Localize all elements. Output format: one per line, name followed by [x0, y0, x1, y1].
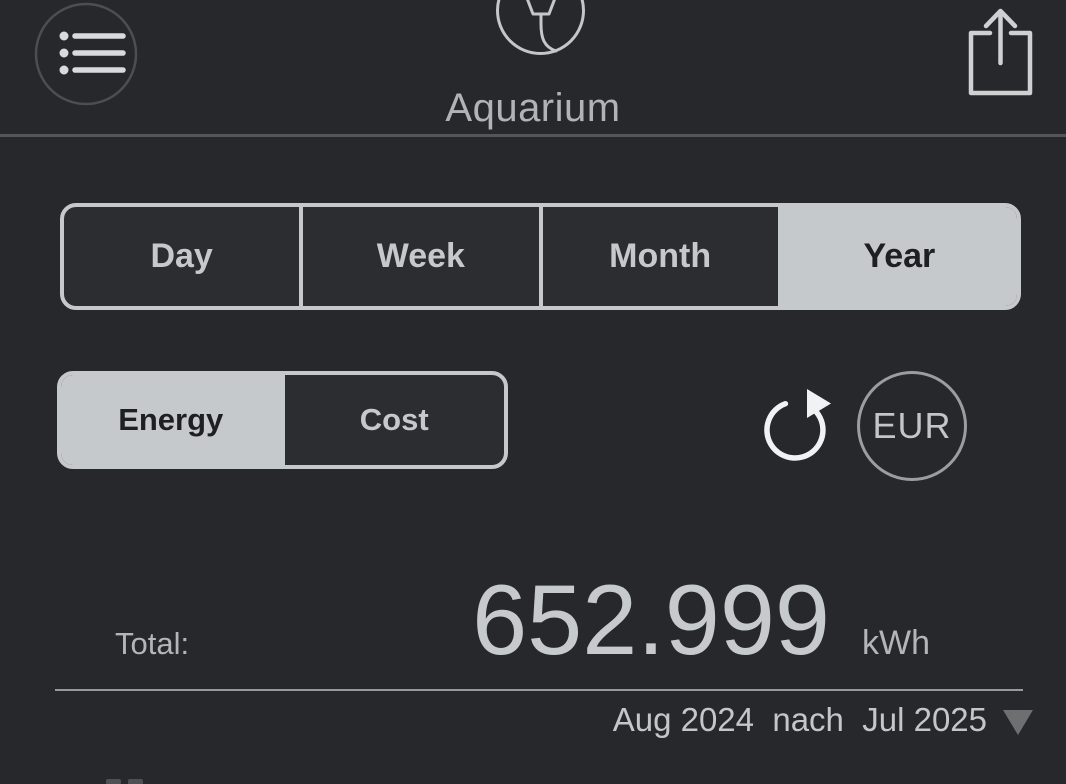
total-unit: kWh [862, 624, 930, 662]
period-tab-day[interactable]: Day [64, 207, 299, 306]
period-segmented-control: Day Week Month Year [60, 203, 1021, 310]
metric-tab-energy[interactable]: Energy [61, 375, 281, 465]
total-label: Total: [115, 626, 190, 661]
range-divider [55, 689, 1023, 691]
currency-button[interactable]: EUR [857, 371, 967, 481]
refresh-icon [757, 389, 837, 468]
period-tab-year[interactable]: Year [777, 207, 1017, 306]
metric-tab-cost[interactable]: Cost [280, 375, 505, 465]
header: Aquarium [0, 0, 1066, 137]
currency-label: EUR [872, 405, 952, 446]
refresh-button[interactable] [757, 372, 837, 464]
triangle-down-icon [1003, 709, 1033, 735]
date-range-text: Aug 2024 nach Jul 2025 [612, 701, 987, 738]
period-tab-week[interactable]: Week [299, 207, 538, 306]
share-export-icon [960, 8, 1042, 104]
period-tab-month[interactable]: Month [538, 207, 778, 306]
page-title: Aquarium [445, 86, 621, 130]
date-range-selector[interactable]: Aug 2024 nach Jul 2025 [613, 701, 1033, 739]
share-button[interactable] [960, 5, 1042, 100]
total-value: 652.999 [472, 564, 830, 675]
power-plug-icon [492, 0, 590, 62]
clipped-chart-label [106, 779, 143, 784]
metric-segmented-control: Energy Cost [57, 371, 508, 469]
total-row: Total: 652.999 kWh [115, 570, 930, 669]
menu-button[interactable] [34, 1, 139, 106]
list-menu-icon [34, 2, 139, 110]
